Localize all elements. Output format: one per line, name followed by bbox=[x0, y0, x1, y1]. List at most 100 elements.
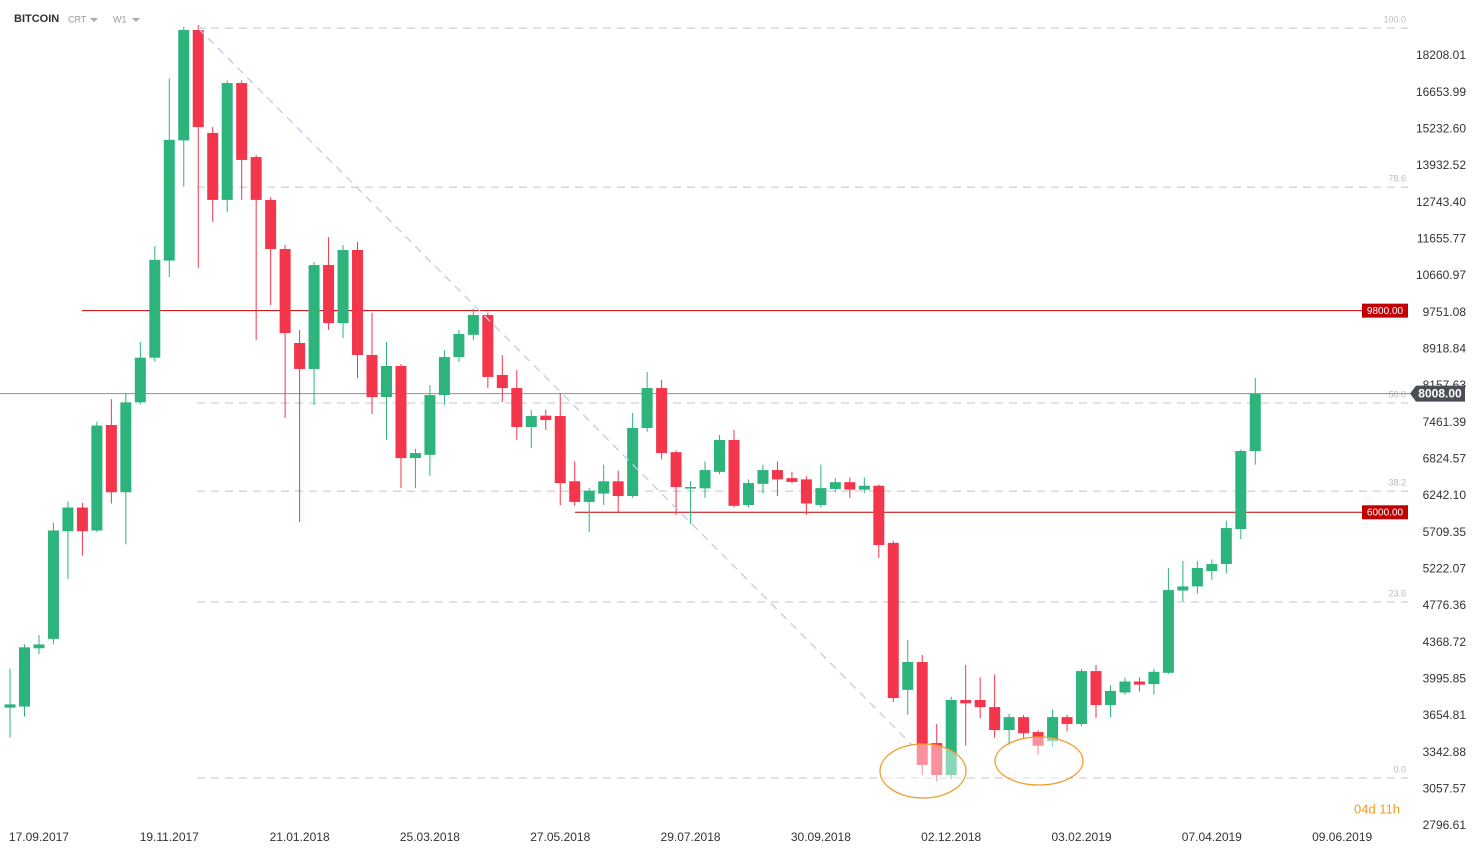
price-tag bbox=[1362, 505, 1408, 520]
y-tick-label: 6242.10 bbox=[1423, 488, 1467, 502]
candle-body bbox=[105, 424, 117, 493]
candle-body bbox=[1104, 690, 1116, 706]
candle-body bbox=[1018, 717, 1030, 734]
candle-body bbox=[844, 482, 856, 490]
y-tick-label: 12743.40 bbox=[1416, 195, 1466, 209]
plot-area: 100.0 78.6 50.0 38.2 23.6 0.0 bbox=[0, 14, 1410, 782]
candle-body bbox=[409, 453, 421, 459]
x-tick-label: 09.06.2019 bbox=[1312, 830, 1372, 844]
candle-body bbox=[1090, 671, 1102, 706]
y-tick-label: 2796.61 bbox=[1423, 818, 1467, 832]
candle-body bbox=[482, 315, 494, 377]
candle-body bbox=[221, 83, 233, 200]
y-tick-label: 18208.01 bbox=[1416, 48, 1466, 62]
x-tick-label: 25.03.2018 bbox=[400, 830, 460, 844]
candle-body bbox=[1133, 681, 1145, 685]
highlight-ellipse bbox=[994, 736, 1084, 786]
candle-body bbox=[1003, 717, 1015, 731]
candle-body bbox=[18, 647, 30, 707]
candle-body bbox=[641, 388, 653, 428]
candle-body bbox=[1032, 732, 1044, 746]
candle-body bbox=[395, 366, 407, 459]
fib-label: 38.2 bbox=[1388, 477, 1406, 487]
candle-body bbox=[467, 315, 479, 335]
candle-body bbox=[554, 416, 566, 484]
y-tick-label: 3342.88 bbox=[1423, 745, 1467, 759]
candle-body bbox=[149, 259, 161, 358]
candle-body bbox=[279, 249, 291, 334]
candle-body bbox=[685, 487, 697, 489]
y-tick-label: 16653.99 bbox=[1416, 85, 1466, 99]
dropdown-arrow[interactable] bbox=[90, 18, 98, 22]
price-tag bbox=[1362, 303, 1408, 318]
candle-body bbox=[931, 743, 943, 776]
x-tick-label: 17.09.2017 bbox=[9, 830, 69, 844]
candle-body bbox=[771, 470, 783, 480]
x-tick-label: 03.02.2019 bbox=[1051, 830, 1111, 844]
candle-body bbox=[960, 700, 972, 704]
y-tick-label: 5222.07 bbox=[1423, 562, 1467, 576]
candle-body bbox=[424, 395, 436, 455]
candle-body bbox=[163, 139, 175, 261]
y-tick-label: 7461.39 bbox=[1423, 415, 1467, 429]
candle-body bbox=[742, 483, 754, 506]
y-tick-label: 4368.72 bbox=[1423, 635, 1467, 649]
y-tick-label: 3057.57 bbox=[1423, 782, 1467, 796]
y-tick-label: 15232.60 bbox=[1416, 122, 1466, 136]
candle-body bbox=[178, 29, 190, 141]
candle-body bbox=[873, 485, 885, 545]
candle-body bbox=[511, 388, 523, 427]
candle-body bbox=[120, 402, 132, 493]
candle-body bbox=[583, 490, 595, 502]
candle-body bbox=[1162, 590, 1174, 673]
candle-body bbox=[598, 481, 610, 494]
candle-body bbox=[1047, 717, 1059, 741]
x-tick-label: 30.09.2018 bbox=[791, 830, 851, 844]
candle-body bbox=[207, 132, 219, 200]
candle-body bbox=[945, 700, 957, 776]
current-price-tag bbox=[1410, 385, 1465, 402]
candle-body bbox=[1119, 681, 1131, 693]
candle-body bbox=[337, 250, 349, 324]
candle-body bbox=[540, 415, 552, 421]
candle-body bbox=[380, 366, 392, 398]
price-tag-label: 6000.00 bbox=[1367, 507, 1404, 518]
candle-body bbox=[236, 83, 248, 160]
candle-body bbox=[438, 357, 450, 396]
candle-body bbox=[496, 374, 508, 389]
y-tick-label: 8918.84 bbox=[1423, 342, 1467, 356]
candle-body bbox=[916, 662, 928, 765]
candle-body bbox=[858, 485, 870, 490]
candle-body bbox=[250, 157, 262, 200]
fib-label: 100.0 bbox=[1383, 14, 1406, 24]
candle-body bbox=[91, 425, 103, 531]
y-tick-label: 9751.08 bbox=[1423, 305, 1467, 319]
y-tick-label: 10660.97 bbox=[1416, 268, 1466, 282]
x-tick-label: 29.07.2018 bbox=[661, 830, 721, 844]
interval[interactable]: W1 bbox=[113, 14, 127, 24]
candle-body bbox=[1061, 717, 1073, 724]
candle-body bbox=[352, 250, 364, 355]
trend-line bbox=[197, 27, 913, 746]
candle-body bbox=[62, 507, 74, 532]
candle-body bbox=[627, 427, 639, 497]
candle-body bbox=[786, 478, 798, 482]
price-tag-label: 9800.00 bbox=[1367, 306, 1404, 317]
candle-body bbox=[525, 416, 537, 427]
overlay: 17.09.2017 19.11.2017 21.01.2018 25.03.2018… bbox=[9, 48, 1466, 844]
candle-body bbox=[76, 507, 88, 532]
candle-body bbox=[134, 357, 146, 403]
highlight-ellipse bbox=[879, 743, 967, 799]
x-tick-label: 07.04.2019 bbox=[1182, 830, 1242, 844]
candle-body bbox=[1220, 528, 1232, 565]
dropdown-arrow[interactable] bbox=[132, 18, 140, 22]
chart-style[interactable]: CRT bbox=[68, 14, 87, 24]
y-tick-label: 3654.81 bbox=[1423, 708, 1467, 722]
y-tick-label: 6824.57 bbox=[1423, 452, 1467, 466]
candle-body bbox=[800, 479, 812, 504]
candle-body bbox=[47, 530, 59, 639]
symbol[interactable]: BITCOIN bbox=[14, 13, 59, 25]
x-tick-label: 27.05.2018 bbox=[530, 830, 590, 844]
candle-body bbox=[323, 265, 335, 324]
